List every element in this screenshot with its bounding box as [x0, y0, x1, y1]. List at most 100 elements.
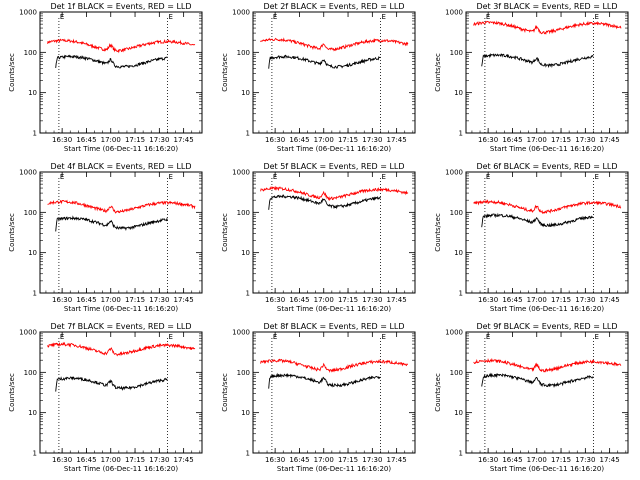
x-tick-label: 16:30	[478, 296, 498, 304]
y-tick-label: 1000	[445, 9, 463, 17]
plot-frame	[39, 171, 203, 294]
x-tick-label: 17:15	[551, 456, 571, 464]
y-axis-label: Counts/sec	[434, 373, 442, 412]
x-tick-label: 16:30	[478, 136, 498, 144]
x-tick-label: 17:45	[174, 456, 194, 464]
y-axis-label: Counts/sec	[434, 213, 442, 252]
y-tick-label: 10	[454, 409, 463, 417]
y-tick-label: 100	[450, 209, 463, 217]
chart-title: Det 9f BLACK = Events, RED = LLD	[476, 322, 617, 331]
event-marker-label: E	[273, 13, 277, 21]
event-marker-label: E	[486, 173, 490, 181]
x-tick-label: 17:45	[600, 456, 620, 464]
x-tick-label: 16:45	[502, 456, 522, 464]
chart-panel-9: Det 9f BLACK = Events, RED = LLD 1 10 100 10…	[434, 322, 629, 473]
x-tick-label: 17:30	[575, 456, 595, 464]
y-axis-label: Counts/sec	[434, 53, 442, 92]
y-tick-label: 10	[454, 89, 463, 97]
y-tick-label: 100	[237, 49, 250, 57]
events-series-line	[268, 54, 381, 69]
y-tick-label: 1000	[232, 169, 250, 177]
chart-panel-7: Det 7f BLACK = Events, RED = LLD 1 10 100 10…	[8, 322, 203, 473]
x-tick-label: 16:30	[265, 296, 285, 304]
events-series-line	[55, 215, 168, 232]
chart-panel-2: Det 2f BLACK = Events, RED = LLD 1 10 100 10…	[221, 2, 416, 153]
x-tick-label: 16:45	[76, 456, 96, 464]
event-marker-label: E	[486, 13, 490, 21]
x-tick-label: 17:15	[125, 456, 145, 464]
x-tick-label: 17:00	[527, 456, 547, 464]
chart-title: Det 1f BLACK = Events, RED = LLD	[50, 2, 191, 11]
y-tick-label: 1	[459, 130, 463, 138]
x-tick-label: 17:00	[314, 296, 334, 304]
y-tick-label: 100	[24, 209, 37, 217]
y-axis-label: Counts/sec	[221, 213, 229, 252]
event-marker-label: E	[60, 13, 64, 21]
y-tick-label: 10	[28, 89, 37, 97]
x-tick-label: 17:00	[314, 456, 334, 464]
x-tick-label: 17:00	[527, 296, 547, 304]
plot-frame	[465, 11, 629, 134]
lld-series-line	[473, 357, 622, 373]
chart-panel-1: Det 1f BLACK = Events, RED = LLD 1 10 100 10…	[8, 2, 203, 153]
x-tick-label: 17:15	[125, 296, 145, 304]
chart-panel-5: Det 5f BLACK = Events, RED = LLD 1 10 100 10…	[221, 162, 416, 313]
plot-frame	[39, 331, 203, 454]
x-tick-label: 17:15	[551, 136, 571, 144]
y-tick-label: 10	[28, 409, 37, 417]
chart-panel-8: Det 8f BLACK = Events, RED = LLD 1 10 100 10…	[221, 322, 416, 473]
y-tick-label: 1000	[232, 329, 250, 337]
x-axis-label: Start Time (06-Dec-11 16:16:20)	[64, 305, 178, 313]
event-marker-label: E	[594, 333, 598, 341]
y-tick-label: 1	[33, 450, 37, 458]
y-tick-label: 1	[459, 450, 463, 458]
plot-frame	[465, 171, 629, 294]
events-series-line	[55, 376, 168, 392]
x-tick-label: 17:45	[174, 136, 194, 144]
x-tick-label: 17:45	[387, 136, 407, 144]
x-tick-label: 16:45	[76, 296, 96, 304]
event-marker-label: E	[168, 13, 172, 21]
y-tick-label: 100	[450, 49, 463, 57]
plot-frame	[39, 11, 203, 134]
x-tick-label: 17:30	[362, 136, 382, 144]
chart-title: Det 7f BLACK = Events, RED = LLD	[50, 322, 191, 331]
y-tick-label: 10	[454, 249, 463, 257]
y-tick-label: 10	[241, 409, 250, 417]
event-marker-label: E	[381, 13, 385, 21]
y-tick-label: 1	[246, 450, 250, 458]
event-marker-label: E	[168, 173, 172, 181]
y-tick-label: 100	[24, 369, 37, 377]
y-tick-label: 100	[450, 369, 463, 377]
x-tick-label: 17:15	[125, 136, 145, 144]
plot-frame	[252, 11, 416, 134]
events-series-line	[481, 52, 594, 69]
x-tick-label: 17:45	[600, 136, 620, 144]
chart-title: Det 2f BLACK = Events, RED = LLD	[263, 2, 404, 11]
y-tick-label: 1	[246, 130, 250, 138]
y-tick-label: 1000	[19, 9, 37, 17]
x-tick-label: 17:15	[338, 456, 358, 464]
y-tick-label: 1	[33, 130, 37, 138]
event-marker-label: E	[60, 173, 64, 181]
x-axis-label: Start Time (06-Dec-11 16:16:20)	[490, 465, 604, 473]
x-tick-label: 16:30	[265, 136, 285, 144]
x-tick-label: 17:30	[575, 136, 595, 144]
plot-frame	[252, 171, 416, 294]
lld-series-line	[260, 358, 409, 373]
plot-frame	[465, 331, 629, 454]
event-marker-label: E	[381, 173, 385, 181]
lld-series-line	[260, 185, 409, 201]
x-tick-label: 17:15	[551, 296, 571, 304]
y-tick-label: 100	[237, 369, 250, 377]
chart-title: Det 3f BLACK = Events, RED = LLD	[476, 2, 617, 11]
x-tick-label: 17:30	[149, 296, 169, 304]
x-tick-label: 16:30	[52, 456, 72, 464]
y-tick-label: 1000	[445, 329, 463, 337]
x-axis-label: Start Time (06-Dec-11 16:16:20)	[64, 145, 178, 153]
chart-title: Det 4f BLACK = Events, RED = LLD	[50, 162, 191, 171]
x-tick-label: 17:15	[338, 296, 358, 304]
x-tick-label: 16:45	[76, 136, 96, 144]
event-marker-label: E	[273, 333, 277, 341]
